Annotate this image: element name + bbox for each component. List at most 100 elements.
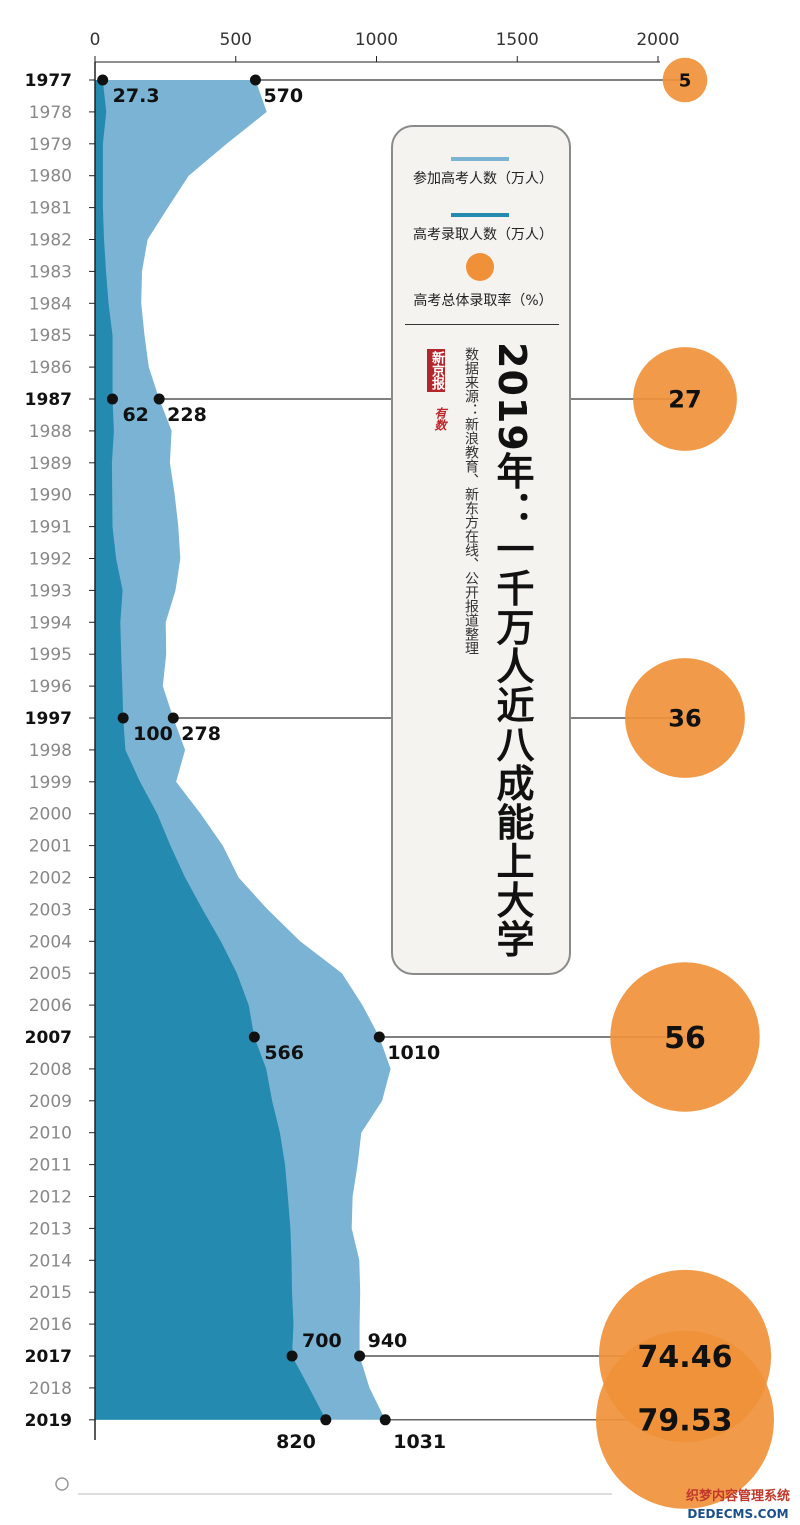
y-tick-label: 1994	[29, 613, 72, 633]
point-applicants	[249, 74, 261, 86]
footer-ring	[55, 1477, 69, 1491]
data-label-admitted: 566	[264, 1042, 304, 1064]
y-tick-label: 1997	[25, 709, 72, 729]
logo-text: 新京报	[427, 349, 445, 392]
rate-bubble-label: 56	[664, 1021, 706, 1056]
y-tick-label: 2013	[29, 1219, 72, 1239]
y-tick-label: 1996	[29, 677, 72, 697]
y-tick-label: 2017	[25, 1347, 72, 1367]
point-admitted	[320, 1414, 332, 1426]
y-tick-label: 2015	[29, 1283, 72, 1303]
point-admitted	[97, 74, 109, 86]
y-tick-label: 1988	[29, 422, 72, 442]
y-tick-label: 1999	[29, 773, 72, 793]
y-tick-label: 2018	[29, 1379, 72, 1399]
point-applicants	[373, 1031, 385, 1043]
data-label-admitted: 700	[302, 1330, 342, 1352]
legend-applicants-label: 参加高考人数（万人）	[413, 171, 553, 187]
y-tick-label: 1990	[29, 486, 72, 506]
y-tick-label: 1985	[29, 326, 72, 346]
y-tick-label: 2019	[25, 1411, 72, 1431]
y-tick-label: 1987	[25, 390, 72, 410]
y-tick-label: 2011	[29, 1156, 72, 1176]
legend-divider	[405, 324, 559, 325]
y-tick-label: 1984	[29, 294, 72, 314]
y-tick-label: 2004	[29, 932, 72, 952]
legend-rate-label: 高考总体录取率（%）	[413, 293, 553, 309]
rate-bubble-label: 27	[668, 386, 701, 414]
legend-panel: 参加高考人数（万人） 高考录取人数（万人） 高考总体录取率（%） 2019年：一…	[391, 125, 571, 975]
data-label-applicants: 1010	[387, 1042, 440, 1064]
y-tick-label: 1986	[29, 358, 72, 378]
y-tick-label: 2006	[29, 996, 72, 1016]
rate-bubble-label: 74.46	[638, 1340, 733, 1375]
legend-applicants-swatch	[451, 157, 509, 161]
chart-title: 2019年：一千万人近八成能上大学	[490, 342, 534, 959]
y-tick-label: 2009	[29, 1092, 72, 1112]
y-tick-label: 2008	[29, 1060, 72, 1080]
y-tick-label: 1989	[29, 454, 72, 474]
data-label-applicants: 1031	[393, 1431, 446, 1453]
rate-bubble	[662, 57, 708, 103]
y-tick-label: 2002	[29, 869, 72, 889]
point-applicants	[379, 1414, 391, 1426]
y-tick-label: 1995	[29, 645, 72, 665]
legend-admitted-swatch	[451, 213, 509, 217]
data-label-applicants: 570	[263, 85, 303, 107]
x-tick-label: 0	[90, 30, 101, 50]
y-tick-label: 2005	[29, 964, 72, 984]
legend-admitted-label: 高考录取人数（万人）	[413, 227, 553, 243]
series-area-admitted	[95, 80, 326, 1420]
point-applicants	[167, 712, 179, 724]
y-tick-label: 1982	[29, 231, 72, 251]
y-tick-label: 1991	[29, 518, 72, 538]
y-tick-label: 1980	[29, 167, 72, 187]
x-tick-label: 1000	[355, 30, 398, 50]
y-tick-label: 1992	[29, 550, 72, 570]
data-label-admitted: 100	[133, 723, 173, 745]
rate-bubble	[610, 962, 760, 1112]
rate-bubble-label: 5	[679, 70, 692, 91]
point-admitted	[248, 1031, 260, 1043]
legend-rate-swatch	[466, 253, 494, 281]
y-tick-label: 2000	[29, 805, 72, 825]
y-tick-label: 1983	[29, 262, 72, 282]
data-label-admitted: 820	[276, 1431, 316, 1453]
x-tick-label: 1500	[496, 30, 539, 50]
y-tick-label: 1979	[29, 135, 72, 155]
y-tick-label: 2012	[29, 1188, 72, 1208]
data-label-admitted: 27.3	[113, 85, 160, 107]
y-tick-label: 2014	[29, 1251, 72, 1271]
data-label-applicants: 228	[167, 404, 207, 426]
point-admitted	[286, 1350, 298, 1362]
point-applicants	[153, 393, 165, 405]
rate-bubble-label: 36	[668, 705, 701, 733]
data-source: 数据来源：新浪教育、新东方在线、公开报道整理	[463, 347, 479, 655]
point-admitted	[117, 712, 129, 724]
y-tick-label: 1993	[29, 581, 72, 601]
y-tick-label: 2016	[29, 1315, 72, 1335]
data-label-admitted: 62	[122, 404, 148, 426]
data-label-applicants: 278	[181, 723, 221, 745]
point-admitted	[106, 393, 118, 405]
rate-bubble	[596, 1330, 774, 1509]
logo-subtext: 有数	[433, 407, 447, 431]
watermark-line2: DEDECMS.COM	[687, 1507, 788, 1521]
x-tick-label: 2000	[636, 30, 679, 50]
y-tick-label: 2001	[29, 837, 72, 857]
y-tick-label: 2003	[29, 900, 72, 920]
rate-bubble-label: 79.53	[638, 1404, 733, 1439]
y-tick-label: 1977	[25, 71, 72, 91]
y-tick-label: 1998	[29, 741, 72, 761]
watermark-line1: 织梦内容管理系统	[686, 1488, 790, 1504]
y-tick-label: 1981	[29, 199, 72, 219]
rate-bubble	[625, 658, 745, 778]
y-tick-label: 1978	[29, 103, 72, 123]
data-label-applicants: 940	[368, 1330, 408, 1352]
y-tick-label: 2007	[25, 1028, 72, 1048]
rate-bubble	[633, 347, 737, 451]
x-tick-label: 500	[220, 30, 252, 50]
y-tick-label: 2010	[29, 1124, 72, 1144]
point-applicants	[354, 1350, 366, 1362]
